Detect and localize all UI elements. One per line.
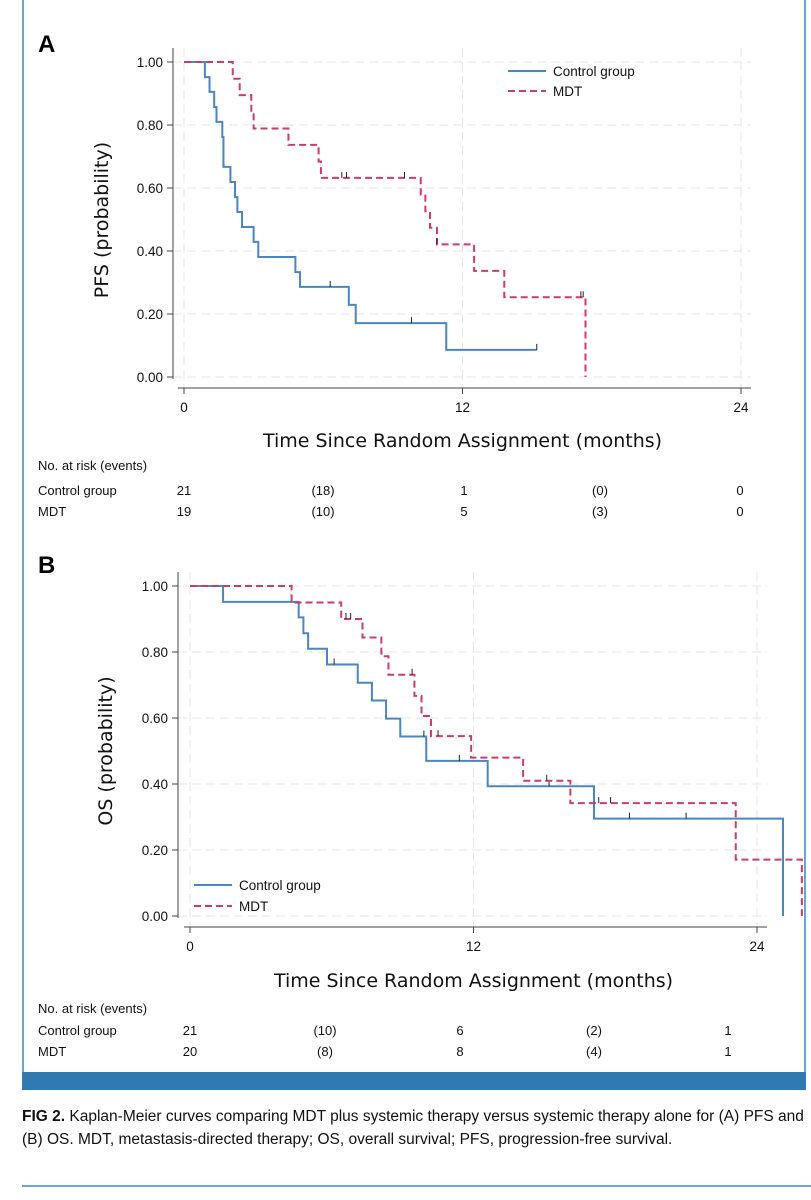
- x-tick-label: 24: [749, 939, 765, 954]
- risk-row-label: Control group: [38, 1023, 117, 1038]
- risk-row-label: Control group: [38, 483, 117, 498]
- risk-cell: (4): [586, 1044, 602, 1059]
- risk-cell: (2): [586, 1023, 602, 1038]
- risk-cell: 21: [177, 483, 191, 498]
- legend-label: Control group: [239, 878, 321, 893]
- km-curve-mdt: [184, 61, 587, 377]
- y-axis-title: PFS (probability): [91, 142, 113, 298]
- caption-label: FIG 2.: [22, 1108, 66, 1125]
- figure-bottom-bar: [22, 1072, 806, 1090]
- risk-table-header: No. at risk (events): [38, 458, 147, 473]
- y-tick-label: 1.00: [142, 579, 168, 594]
- risk-cell: (0): [592, 483, 608, 498]
- risk-cell: 19: [177, 504, 191, 519]
- km-curve-control: [190, 585, 784, 916]
- km-curve-mdt: [190, 585, 803, 916]
- legend-label: Control group: [553, 64, 635, 79]
- risk-cell: 1: [724, 1023, 731, 1038]
- x-axis-title: Time Since Random Assignment (months): [273, 970, 673, 992]
- risk-cell: 8: [456, 1044, 463, 1059]
- caption-text: Kaplan-Meier curves comparing MDT plus s…: [22, 1108, 804, 1148]
- panel-B: B 0.00 0.20 0.40 0.60 0.80 1.00 0 12 24 OS (probab…: [38, 552, 803, 1059]
- risk-cell: 0: [736, 504, 743, 519]
- y-tick-label: 1.00: [137, 55, 163, 70]
- y-axis-title: OS (probability): [95, 676, 117, 825]
- risk-cell: 1: [460, 483, 467, 498]
- y-tick-label: 0.60: [142, 711, 168, 726]
- risk-cell: 1: [724, 1044, 731, 1059]
- km-figure: A 0.00 0.20 0.40 0.60 0.80 1.00 0 12 24 PFS (proba…: [38, 31, 803, 1059]
- risk-cell: (8): [317, 1044, 333, 1059]
- panel-A: A 0.00 0.20 0.40 0.60 0.80 1.00 0 12 24 PFS (proba…: [38, 31, 751, 519]
- risk-cell: 6: [456, 1023, 463, 1038]
- risk-cell: (10): [313, 1023, 336, 1038]
- caption-rule: [22, 1185, 811, 1187]
- risk-row-label: MDT: [38, 1044, 66, 1059]
- km-curve-control: [184, 61, 537, 351]
- risk-cell: (3): [592, 504, 608, 519]
- risk-table-header: No. at risk (events): [38, 1001, 147, 1016]
- legend-label: MDT: [239, 899, 268, 914]
- risk-cell: (18): [311, 483, 334, 498]
- panel-letter: A: [38, 31, 55, 58]
- risk-row-label: MDT: [38, 504, 66, 519]
- risk-cell: 0: [736, 483, 743, 498]
- y-tick-label: 0.20: [137, 307, 163, 322]
- risk-cell: 20: [183, 1044, 197, 1059]
- panel-letter: B: [38, 552, 55, 579]
- y-tick-label: 0.80: [142, 645, 168, 660]
- x-tick-label: 12: [455, 400, 470, 415]
- figure-frame: [22, 0, 806, 1090]
- y-tick-label: 0.40: [137, 244, 163, 259]
- risk-cell: 5: [460, 504, 467, 519]
- risk-cell: 21: [183, 1023, 197, 1038]
- x-tick-label: 0: [186, 939, 194, 954]
- x-axis-title: Time Since Random Assignment (months): [262, 430, 662, 452]
- y-tick-label: 0.40: [142, 777, 168, 792]
- y-tick-label: 0.00: [137, 370, 163, 385]
- y-tick-label: 0.00: [142, 909, 168, 924]
- y-tick-label: 0.80: [137, 118, 163, 133]
- y-tick-label: 0.20: [142, 843, 168, 858]
- x-tick-label: 0: [180, 400, 188, 415]
- x-tick-label: 24: [733, 400, 749, 415]
- figure-caption: FIG 2. Kaplan-Meier curves comparing MDT…: [22, 1105, 811, 1151]
- x-tick-label: 12: [466, 939, 481, 954]
- legend-label: MDT: [553, 84, 582, 99]
- y-tick-label: 0.60: [137, 181, 163, 196]
- risk-cell: (10): [311, 504, 334, 519]
